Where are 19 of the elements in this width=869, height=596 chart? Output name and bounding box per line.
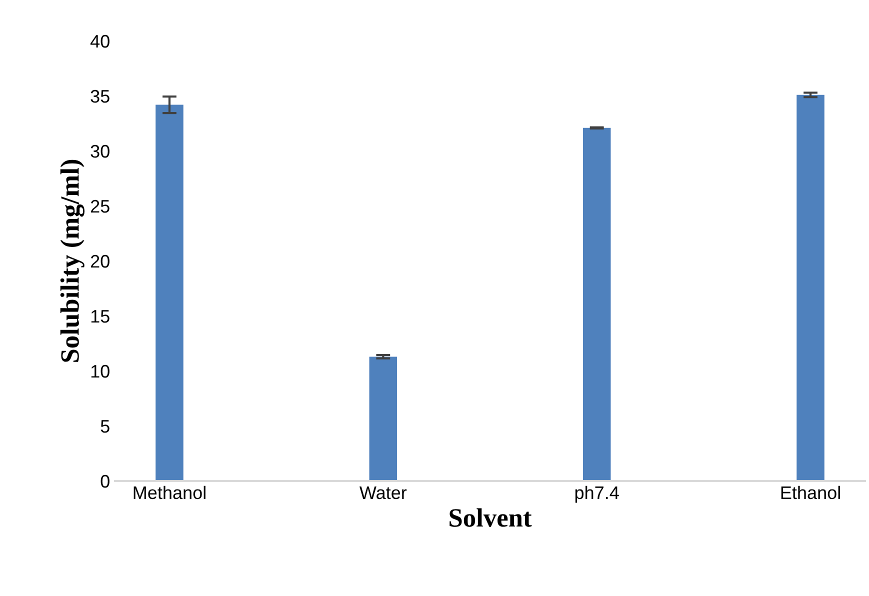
x-tick-label: Water [360, 486, 407, 500]
y-tick-label: 40 [90, 34, 110, 48]
y-axis-title: Solubility (mg/ml) [60, 160, 84, 362]
y-tick-label: 15 [91, 310, 110, 323]
x-tick-label: Ethanol [781, 486, 840, 500]
bar [582, 128, 611, 481]
bar [156, 104, 184, 481]
x-axis-title: Solvent [450, 508, 532, 527]
y-tick-label: 30 [90, 144, 110, 158]
bar [796, 94, 824, 481]
y-tick-label: 5 [100, 420, 110, 433]
y-tick-label: 20 [90, 254, 110, 268]
x-tick-label: ph7.4 [575, 486, 619, 503]
x-tick-label: Methanol [134, 486, 206, 500]
y-tick-label: 25 [90, 200, 110, 213]
y-tick-label: 35 [90, 90, 110, 103]
y-tick-label: 10 [91, 364, 110, 378]
bar [369, 356, 398, 481]
y-tick-label: 0 [100, 474, 110, 488]
